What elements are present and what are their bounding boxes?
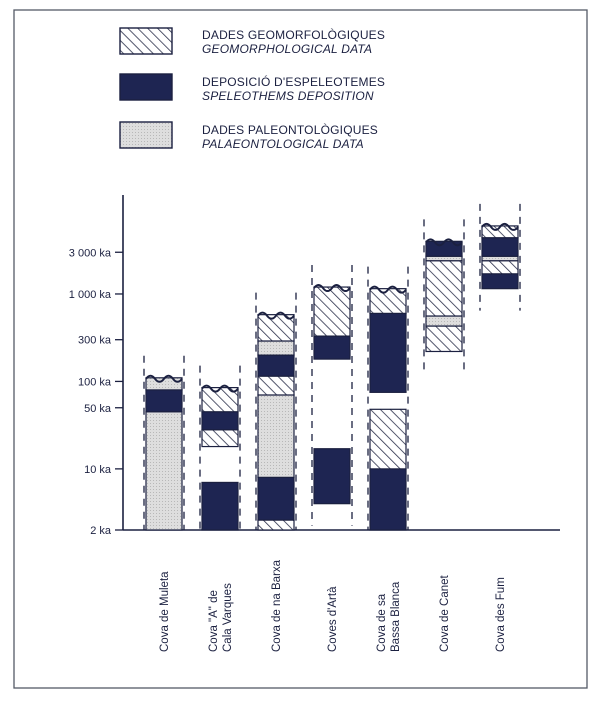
legend-item-palaeontological: DADES PALEONTOLÒGIQUES PALAEONTOLOGICAL … bbox=[119, 121, 378, 151]
segment-geo bbox=[481, 260, 519, 275]
legend-item-geomorphological: DADES GEOMORFOLÒGIQUES GEOMORPHOLOGICAL … bbox=[119, 27, 385, 56]
category-label: Cova des Fum bbox=[495, 577, 507, 652]
y-tick-label: 3 000 ka bbox=[69, 247, 112, 259]
segment-spel bbox=[201, 411, 239, 431]
segment-spel bbox=[369, 468, 407, 531]
segment-geo bbox=[257, 375, 295, 396]
segment-spel bbox=[145, 389, 183, 413]
segment-spel bbox=[369, 312, 407, 393]
segment-spel bbox=[481, 237, 519, 257]
y-tick-label: 50 ka bbox=[84, 403, 112, 415]
category-column bbox=[143, 355, 185, 531]
y-tick-label: 1 000 ka bbox=[69, 289, 112, 301]
segment-spel bbox=[201, 481, 239, 531]
segment-spel bbox=[481, 273, 519, 290]
segment-geo bbox=[201, 429, 239, 448]
category-label: Cova de sa Bassa Blanca bbox=[376, 581, 402, 652]
category-column bbox=[367, 266, 409, 531]
segment-geo bbox=[369, 408, 407, 470]
segment-spel bbox=[257, 476, 295, 521]
segment-geo bbox=[425, 260, 463, 317]
legend-sublabel-pal: PALAEONTOLOGICAL DATA bbox=[202, 137, 364, 151]
segment-pal bbox=[257, 394, 295, 478]
break-mark-top bbox=[145, 374, 183, 383]
segment-pal bbox=[425, 255, 463, 262]
y-tick-label: 10 ka bbox=[84, 464, 112, 476]
segment-pal bbox=[481, 255, 519, 262]
legend-swatch-solid bbox=[119, 73, 173, 101]
figure-frame bbox=[13, 9, 588, 689]
legend-sublabel-spel: SPELEOTHEMS DEPOSITION bbox=[202, 89, 374, 103]
segment-spel bbox=[257, 354, 295, 377]
category-column bbox=[311, 265, 353, 526]
category-label: Cova de na Barxa bbox=[271, 559, 283, 652]
category-labels: Cova de Muleta Cova "A" de Cala Varques Cov… bbox=[159, 559, 507, 652]
break-mark-top bbox=[201, 384, 239, 393]
segment-pal bbox=[145, 411, 183, 531]
legend-swatch-hatched bbox=[119, 27, 173, 55]
segment-spel bbox=[313, 335, 351, 360]
segment-spel bbox=[313, 448, 351, 505]
category-label: Cova "A" de Cala Varques bbox=[208, 583, 234, 652]
legend-swatch-stippled bbox=[119, 121, 173, 149]
segment-geo bbox=[257, 519, 295, 531]
break-mark-top bbox=[257, 311, 295, 320]
break-mark-top bbox=[425, 238, 463, 247]
legend: DADES GEOMORFOLÒGIQUES GEOMORPHOLOGICAL … bbox=[119, 27, 385, 151]
segment-pal bbox=[425, 315, 463, 327]
y-tick-label: 300 ka bbox=[78, 335, 112, 347]
category-label: Cova de Muleta bbox=[159, 571, 171, 652]
break-mark-top bbox=[481, 222, 519, 231]
legend-label-geo: DADES GEOMORFOLÒGIQUES bbox=[202, 27, 385, 42]
category-column bbox=[255, 292, 297, 531]
legend-label-pal: DADES PALEONTOLÒGIQUES bbox=[202, 122, 378, 137]
break-mark-top bbox=[369, 285, 407, 294]
plot-area bbox=[143, 203, 521, 531]
category-column bbox=[199, 365, 241, 531]
legend-sublabel-geo: GEOMORPHOLOGICAL DATA bbox=[202, 42, 372, 56]
y-tick-label: 100 ka bbox=[78, 376, 112, 388]
legend-label-spel: DEPOSICIÓ D'ESPELEOTEMES bbox=[202, 74, 385, 89]
y-axis: 2 ka 10 ka 50 ka 100 ka 300 ka 1 000 ka 3 000 … bbox=[69, 195, 560, 537]
category-label: Coves d'Artà bbox=[327, 586, 339, 652]
category-label: Cova de Canet bbox=[439, 574, 451, 652]
legend-item-speleothems: DEPOSICIÓ D'ESPELEOTEMES SPELEOTHEMS DEP… bbox=[119, 73, 385, 103]
y-tick-label: 2 ka bbox=[90, 525, 112, 537]
segment-geo bbox=[313, 286, 351, 337]
category-column bbox=[479, 203, 521, 311]
segment-pal bbox=[257, 340, 295, 356]
category-column bbox=[423, 219, 465, 374]
segment-geo bbox=[425, 325, 463, 353]
break-mark-top bbox=[313, 284, 351, 293]
